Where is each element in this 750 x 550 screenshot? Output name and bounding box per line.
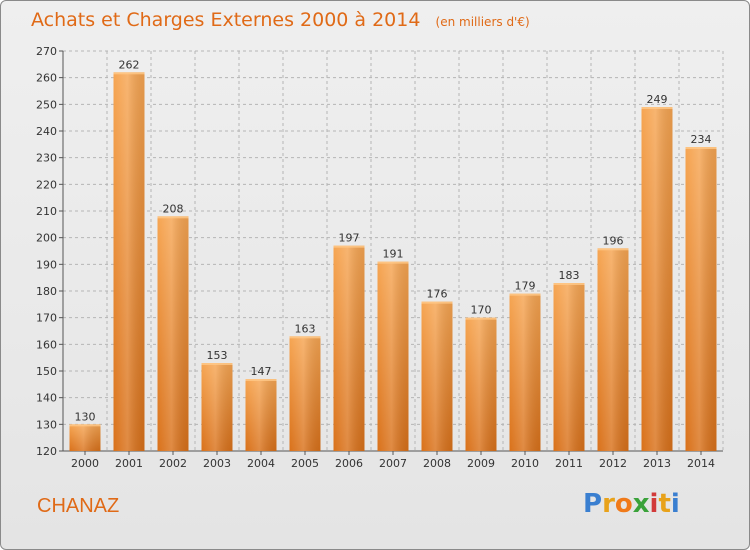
bar-shine (69, 424, 101, 451)
commune-name: CHANAZ (37, 495, 120, 517)
title-row: Achats et Charges Externes 2000 à 2014 (… (31, 9, 530, 31)
y-tick-label: 150 (36, 365, 57, 378)
bar-shine (597, 248, 629, 451)
x-tick-label: 2006 (335, 457, 363, 470)
y-tick-label: 140 (36, 392, 57, 405)
bar-shine (157, 216, 189, 451)
bar-top-highlight (289, 336, 321, 339)
bar-top-highlight (685, 147, 717, 149)
x-tick-label: 2008 (423, 457, 451, 470)
y-tick-label: 240 (36, 125, 57, 138)
y-tick-label: 130 (36, 418, 57, 431)
y-tick-label: 220 (36, 178, 57, 191)
bar-top-highlight (377, 261, 409, 264)
bar-top-highlight (641, 107, 673, 109)
x-tick-label: 2002 (159, 457, 187, 470)
y-tick-label: 160 (36, 338, 57, 351)
bar-shine (641, 107, 673, 451)
y-tick-label: 250 (36, 98, 57, 111)
bar-value-label: 196 (603, 234, 624, 247)
labels: 130 262 208 153 147 163 197 191 176 170 179 183 196 2… (75, 58, 712, 423)
x-tick-label: 2004 (247, 457, 275, 470)
bar-shine (245, 379, 277, 451)
bar-top-highlight (201, 363, 233, 365)
bar-top-highlight (113, 72, 145, 75)
bar-top-highlight (69, 424, 101, 427)
x-tick-label: 2012 (599, 457, 627, 470)
y-tick-label: 170 (36, 312, 57, 325)
x-tick-label: 2009 (467, 457, 495, 470)
bar-top-highlight (597, 248, 629, 251)
y-tick-label: 190 (36, 258, 57, 271)
y-tick-label: 120 (36, 445, 57, 458)
axes: 120 130 140 150 160 170 180 190 200 210 220 230 240 2… (36, 45, 723, 470)
bar-top-highlight (553, 283, 585, 285)
x-tick-label: 2003 (203, 457, 231, 470)
bar-top-highlight (509, 293, 541, 296)
bar-value-label: 147 (251, 365, 272, 378)
bar-top-highlight (421, 301, 453, 304)
bar-value-label: 234 (691, 133, 712, 146)
bar-shine (465, 317, 497, 451)
brand-letter: r (602, 489, 615, 519)
bar-value-label: 262 (119, 58, 140, 71)
brand-letter: i (649, 489, 659, 519)
bar-shine (553, 283, 585, 451)
brand-letter: i (670, 489, 680, 519)
bar-shine (289, 336, 321, 451)
x-tick-label: 2007 (379, 457, 407, 470)
brand-logo[interactable]: Proxiti (583, 489, 680, 519)
bar-value-label: 170 (471, 304, 492, 317)
x-tick-label: 2001 (115, 457, 143, 470)
y-tick-label: 200 (36, 232, 57, 245)
y-tick-label: 230 (36, 152, 57, 165)
y-tick-label: 210 (36, 205, 57, 218)
bar-top-highlight (245, 379, 277, 381)
bar-value-label: 249 (647, 93, 668, 106)
bar-value-label: 176 (427, 288, 448, 301)
bar-shine (377, 261, 409, 451)
brand-letter: t (658, 489, 671, 519)
bar-shine (333, 245, 365, 451)
bar-value-label: 179 (515, 280, 536, 293)
x-tick-label: 2013 (643, 457, 671, 470)
bar-value-label: 130 (75, 410, 96, 423)
bar-value-label: 197 (339, 232, 360, 245)
bar-shine (509, 293, 541, 451)
brand-letter: P (583, 489, 603, 519)
chart-subtitle: (en milliers d'€) (435, 15, 530, 29)
bar-value-label: 153 (207, 349, 228, 362)
x-tick-label: 2010 (511, 457, 539, 470)
bar-top-highlight (157, 216, 189, 219)
bar-value-label: 208 (163, 202, 184, 215)
bar-top-highlight (333, 245, 365, 248)
x-tick-label: 2014 (687, 457, 715, 470)
x-tick-label: 2000 (71, 457, 99, 470)
bar-shine (113, 72, 145, 451)
bar-shine (421, 301, 453, 451)
bar-shine (201, 363, 233, 451)
y-tick-label: 260 (36, 72, 57, 85)
x-tick-label: 2011 (555, 457, 583, 470)
y-tick-label: 270 (36, 45, 57, 58)
y-tick-label: 180 (36, 285, 57, 298)
brand-letter: x (632, 489, 650, 519)
bar-value-label: 183 (559, 269, 580, 282)
bar-value-label: 191 (383, 248, 404, 261)
chart-title: Achats et Charges Externes 2000 à 2014 (31, 9, 421, 31)
brand-letter: o (614, 489, 633, 519)
x-tick-label: 2005 (291, 457, 319, 470)
bar-shine (685, 147, 717, 451)
bars (69, 72, 717, 451)
bar-top-highlight (465, 317, 497, 320)
bar-value-label: 163 (295, 322, 316, 335)
